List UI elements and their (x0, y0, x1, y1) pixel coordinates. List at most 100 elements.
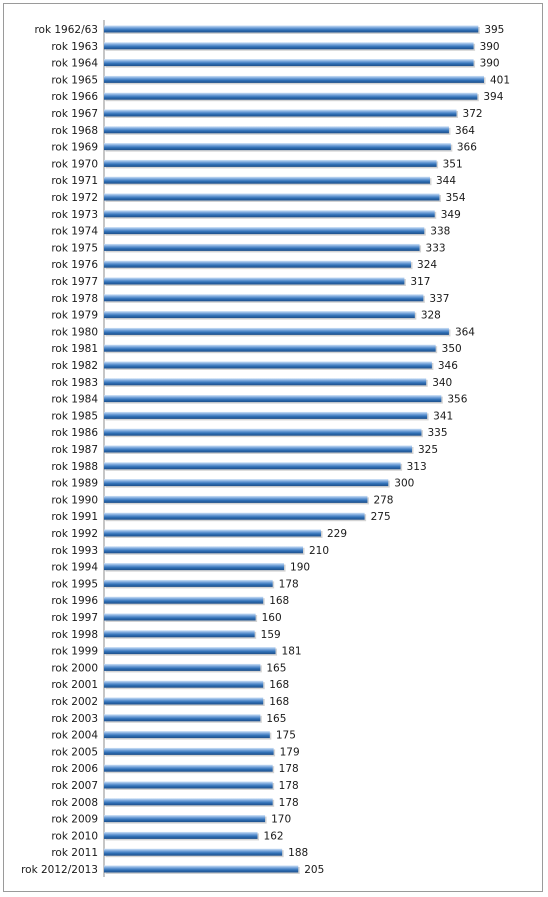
value-label: 340 (432, 377, 452, 389)
value-label: 364 (455, 326, 475, 338)
bar (104, 798, 273, 806)
bar (104, 495, 368, 503)
value-label: 190 (290, 562, 310, 574)
category-label: rok 1977 (51, 276, 98, 288)
value-label: 333 (426, 242, 446, 254)
value-label: 338 (430, 226, 450, 238)
bar (104, 344, 436, 352)
bar (104, 428, 422, 436)
category-label: rok 1963 (51, 41, 98, 53)
category-label: rok 1998 (51, 629, 98, 641)
category-label: rok 1980 (51, 326, 98, 338)
value-label: 168 (269, 696, 289, 708)
bars-group: rok 1962/63 395 rok 1963 390 rok 1964 390 rok … (21, 24, 510, 876)
bar (104, 546, 304, 554)
category-label: rok 1994 (51, 562, 98, 574)
value-label: 337 (429, 293, 449, 305)
category-label: rok 1966 (51, 91, 98, 103)
bar (104, 848, 283, 856)
bar (104, 479, 389, 487)
bar (104, 327, 449, 335)
value-label: 170 (271, 814, 291, 826)
category-label: rok 1969 (51, 142, 98, 154)
bar (104, 59, 474, 67)
value-label: 401 (490, 74, 510, 86)
value-label: 350 (442, 343, 462, 355)
category-label: rok 1982 (51, 360, 98, 372)
category-label: rok 1973 (51, 209, 98, 221)
category-label: rok 2008 (51, 797, 98, 809)
value-label: 181 (282, 646, 302, 658)
value-label: 394 (483, 91, 503, 103)
value-label: 341 (433, 410, 453, 422)
category-label: rok 1975 (51, 242, 98, 254)
bar (104, 42, 474, 50)
category-label: rok 1978 (51, 293, 98, 305)
category-label: rok 1989 (51, 478, 98, 490)
value-label: 175 (276, 730, 296, 742)
category-label: rok 1962/63 (34, 24, 98, 36)
category-label: rok 2010 (51, 830, 98, 842)
bar (104, 277, 405, 285)
bar (104, 294, 424, 302)
bar (104, 260, 412, 268)
category-label: rok 1970 (51, 158, 98, 170)
bar (104, 579, 273, 587)
category-label: rok 1987 (51, 444, 98, 456)
chart-frame: rok 1962/63 395 rok 1963 390 rok 1964 390 rok … (3, 3, 543, 892)
value-label: 300 (394, 478, 414, 490)
category-label: rok 1971 (51, 175, 98, 187)
value-label: 390 (480, 41, 500, 53)
value-label: 335 (427, 427, 447, 439)
bar (104, 126, 449, 134)
bar (104, 731, 270, 739)
bar (104, 831, 258, 839)
value-label: 325 (418, 444, 438, 456)
bar (104, 311, 415, 319)
category-label: rok 2001 (51, 679, 98, 691)
bar (104, 563, 285, 571)
value-label: 159 (261, 629, 281, 641)
value-label: 162 (264, 830, 284, 842)
category-label: rok 1974 (51, 226, 98, 238)
category-label: rok 1985 (51, 410, 98, 422)
value-label: 205 (304, 864, 324, 876)
category-label: rok 1995 (51, 578, 98, 590)
value-label: 188 (288, 847, 308, 859)
value-label: 278 (373, 494, 393, 506)
bar (104, 865, 299, 873)
category-label: rok 1964 (51, 58, 98, 70)
category-label: rok 2006 (51, 763, 98, 775)
value-label: 351 (443, 158, 463, 170)
category-label: rok 2007 (51, 780, 98, 792)
category-label: rok 2011 (51, 847, 98, 859)
category-label: rok 1993 (51, 545, 98, 557)
bar (104, 462, 401, 470)
category-label: rok 2003 (51, 713, 98, 725)
category-label: rok 1968 (51, 125, 98, 137)
category-label: rok 1979 (51, 310, 98, 322)
value-label: 313 (407, 461, 427, 473)
bar (104, 395, 442, 403)
bar (104, 361, 432, 369)
category-label: rok 2012/2013 (21, 864, 98, 876)
value-label: 178 (279, 578, 299, 590)
value-label: 160 (262, 612, 282, 624)
value-label: 354 (445, 192, 465, 204)
bar (104, 680, 264, 688)
value-label: 178 (279, 780, 299, 792)
category-label: rok 1990 (51, 494, 98, 506)
bar (104, 193, 440, 201)
value-label: 328 (421, 310, 441, 322)
value-label: 317 (410, 276, 430, 288)
bar (104, 613, 256, 621)
category-label: rok 1991 (51, 511, 98, 523)
category-label: rok 2002 (51, 696, 98, 708)
category-label: rok 1996 (51, 595, 98, 607)
value-label: 229 (327, 528, 347, 540)
bar (104, 411, 428, 419)
value-label: 178 (279, 797, 299, 809)
value-label: 210 (309, 545, 329, 557)
bar (104, 75, 484, 83)
bar (104, 647, 276, 655)
